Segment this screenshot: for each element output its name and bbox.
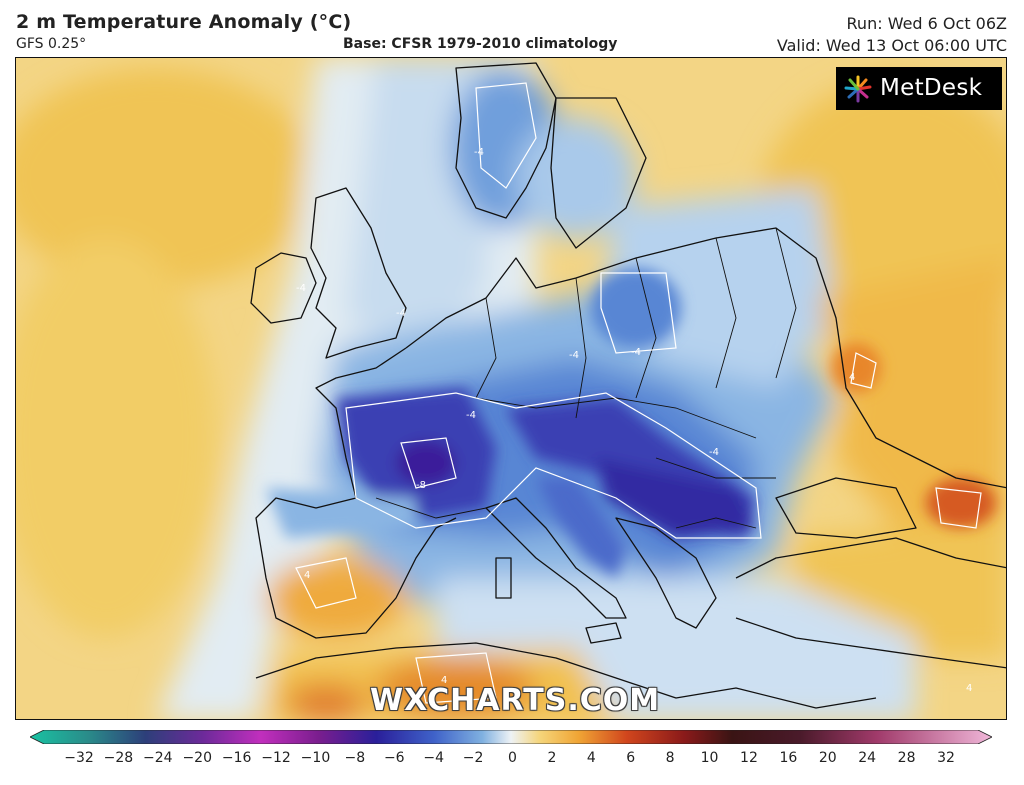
metdesk-logo: MetDesk	[836, 67, 1002, 110]
colorbar-tick-label: −24	[143, 750, 173, 766]
contour-label: -4	[631, 347, 641, 358]
base-climatology-label: Base: CFSR 1979-2010 climatology	[343, 36, 618, 52]
colorbar-tick-label: 4	[586, 750, 596, 766]
contour-label-group: -4 -4 -4 -4 -4 -4 -4 -8 4 4 4 4	[296, 147, 972, 694]
colorbar-tick-label: −6	[383, 750, 405, 766]
colorbar-tick-label: −16	[221, 750, 252, 766]
contour-label: -8	[416, 480, 426, 491]
contour-label: -4	[396, 308, 406, 319]
colorbar	[30, 730, 992, 744]
colorbar-tick-label: −10	[300, 750, 331, 766]
colorbar-tick-label: 0	[508, 750, 517, 766]
colorbar-tick-label: −20	[182, 750, 212, 766]
valid-time-label: Valid: Wed 13 Oct 06:00 UTC	[776, 36, 1007, 55]
coastlines	[250, 62, 1006, 709]
contour-label: 4	[966, 683, 972, 694]
colorbar-tick-label: −32	[64, 750, 94, 766]
contour-label: -4	[466, 410, 476, 421]
run-label: Run: Wed 6 Oct 06Z	[846, 14, 1007, 33]
contour-label: -4	[296, 283, 306, 294]
contour-label: -4	[569, 350, 579, 361]
colorbar-tick-label: −2	[462, 750, 484, 766]
contour-label: -4	[474, 147, 484, 158]
colorbar-tick-label: 12	[740, 750, 758, 766]
colorbar-tick-label: 10	[700, 750, 719, 766]
anomaly-map[interactable]: -4 -4 -4 -4 -4 -4 -4 -8 4 4 4 4	[15, 57, 1007, 720]
colorbar-tick-label: 32	[937, 750, 955, 766]
colorbar-tick-label: −12	[261, 750, 291, 766]
contour-label: 4	[441, 675, 447, 686]
colorbar-tick-label: −28	[103, 750, 134, 766]
wxcharts-watermark: WXCHARTS.COM	[370, 683, 661, 718]
colorbar-tick-label: −4	[423, 750, 444, 766]
model-label: GFS 0.25°	[16, 36, 87, 52]
colorbar-tick-label: 6	[626, 750, 636, 766]
colorbar-tick-label: 8	[665, 750, 675, 766]
metdesk-logo-icon	[844, 75, 872, 103]
chart-title: 2 m Temperature Anomaly (°C)	[16, 11, 352, 33]
colorbar-tick-label: 20	[818, 750, 837, 766]
colorbar-tick-label: 28	[897, 750, 916, 766]
colorbar-tick-label: 2	[547, 750, 557, 766]
contour-label: -4	[709, 447, 719, 458]
colorbar-tick-label: −8	[344, 750, 366, 766]
colorbar-tick-label: 24	[858, 750, 877, 766]
contour-label: 4	[849, 372, 855, 383]
logo-text: MetDesk	[880, 75, 983, 101]
contour-label: 4	[304, 570, 310, 581]
map-canvas: -4 -4 -4 -4 -4 -4 -4 -8 4 4 4 4	[16, 58, 1006, 719]
contour-lines	[295, 82, 982, 704]
colorbar-tick-label: 16	[779, 750, 798, 766]
